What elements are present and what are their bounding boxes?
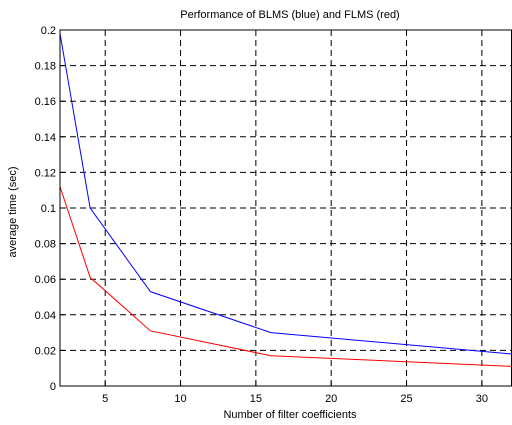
x-tick-label: 30: [476, 393, 488, 405]
x-tick-label: 20: [325, 393, 337, 405]
grid: [60, 30, 512, 386]
y-tick-label: 0.14: [35, 132, 56, 144]
y-tick-label: 0.02: [35, 345, 56, 357]
series-line-flms: [59, 186, 512, 367]
y-tick-label: 0.16: [35, 96, 56, 108]
y-tick-label: 0.06: [35, 274, 56, 286]
x-axis-label: Number of filter coefficients: [223, 409, 357, 421]
x-tick-label: 25: [400, 393, 412, 405]
x-tick-label: 10: [174, 393, 186, 405]
y-tick-label: 0.1: [41, 203, 56, 215]
y-tick-label: 0.18: [35, 61, 56, 73]
y-tick-label: 0.04: [35, 310, 56, 322]
chart-title: Performance of BLMS (blue) and FLMS (red…: [180, 9, 399, 21]
series-line-blms: [59, 33, 512, 355]
x-tick-label: 15: [250, 393, 262, 405]
y-tick-label: 0: [50, 381, 56, 393]
y-tick-label: 0.2: [41, 25, 56, 37]
y-tick-label: 0.12: [35, 167, 56, 179]
y-tick-label: 0.08: [35, 239, 56, 251]
y-axis-label: average time (sec): [7, 166, 19, 257]
x-tick-label: 5: [102, 393, 108, 405]
axis-ticks: 5 10 15 20 25 30 0 0.02 0.04 0.06 0.08 0.1 0.12 0.14 0…: [35, 25, 488, 405]
series-layer: [59, 33, 512, 367]
